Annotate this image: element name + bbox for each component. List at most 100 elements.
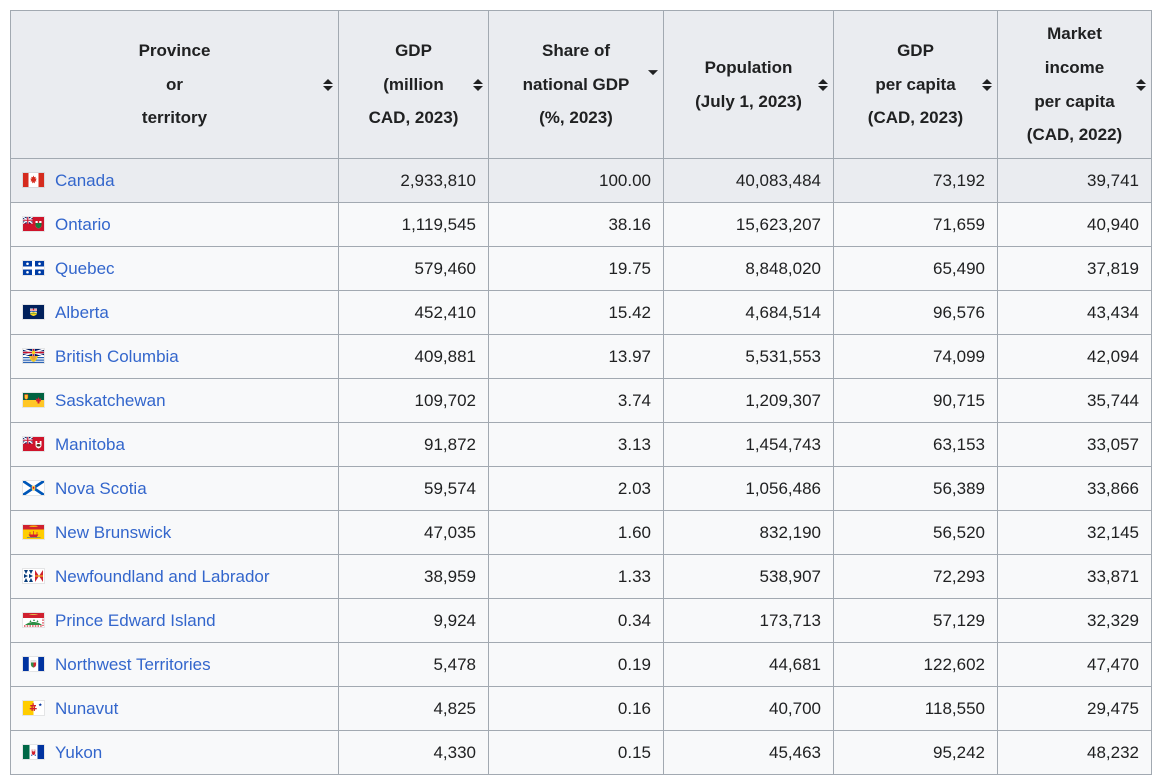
share-cell: 3.74 (488, 378, 664, 423)
table-row: Prince Edward Island 9,924 0.34 173,713 57,1… (10, 598, 1152, 643)
nova-scotia-flag (23, 480, 44, 495)
new-brunswick-flag (23, 524, 44, 539)
province-cell: New Brunswick (10, 510, 339, 555)
column-header-label-line: or (166, 74, 183, 94)
column-header-label-line: (CAD, 2022) (1026, 125, 1123, 145)
sort-both-icon (473, 78, 483, 91)
table-row: Yukon 4,330 0.15 45,463 95,242 48,232 (10, 730, 1152, 775)
province-cell: Northwest Territories (10, 642, 339, 687)
share-cell: 3.13 (488, 422, 664, 467)
market-income-cell: 47,470 (997, 642, 1152, 687)
ontario-flag (23, 216, 44, 231)
province-link[interactable]: Ontario (55, 214, 111, 234)
gdp-per-capita-cell: 122,602 (833, 642, 998, 687)
province-link[interactable]: Manitoba (55, 434, 125, 454)
gdp-cell: 5,478 (338, 642, 489, 687)
province-cell: Ontario (10, 202, 339, 247)
column-header-gdp_per_capita[interactable]: GDP per capita (CAD, 2023) (833, 10, 998, 159)
column-header-label-line: (%, 2023) (539, 108, 613, 128)
gdp-per-capita-cell: 71,659 (833, 202, 998, 247)
market-income-cell: 40,940 (997, 202, 1152, 247)
share-cell: 0.19 (488, 642, 664, 687)
gdp-per-capita-cell: 57,129 (833, 598, 998, 643)
gdp-cell: 4,330 (338, 730, 489, 775)
gdp-per-capita-cell: 95,242 (833, 730, 998, 775)
province-link[interactable]: Quebec (55, 258, 115, 278)
table-row: Canada 2,933,810 100.00 40,083,484 73,192 39,… (10, 158, 1152, 203)
market-income-cell: 35,744 (997, 378, 1152, 423)
market-income-cell: 37,819 (997, 246, 1152, 291)
province-link[interactable]: Newfoundland and Labrador (55, 566, 270, 586)
share-cell: 100.00 (488, 158, 664, 203)
gdp-per-capita-cell: 73,192 (833, 158, 998, 203)
gdp-cell: 38,959 (338, 554, 489, 599)
column-header-label-line: territory (141, 108, 208, 128)
province-cell: Canada (10, 158, 339, 203)
column-header-label-line: Market (1047, 24, 1102, 44)
province-cell: Quebec (10, 246, 339, 291)
market-income-cell: 42,094 (997, 334, 1152, 379)
table-header: Province or territory GDP (million CAD, 2023)… (10, 10, 1152, 159)
share-cell: 2.03 (488, 466, 664, 511)
population-cell: 1,056,486 (663, 466, 834, 511)
population-cell: 45,463 (663, 730, 834, 775)
province-link[interactable]: Yukon (55, 742, 103, 762)
quebec-flag (23, 260, 44, 275)
column-header-label-line: (CAD, 2023) (867, 108, 964, 128)
gdp-per-capita-cell: 72,293 (833, 554, 998, 599)
table-row: Alberta 452,410 15.42 4,684,514 96,576 43,434 (10, 290, 1152, 335)
share-cell: 0.16 (488, 686, 664, 731)
gdp-cell: 409,881 (338, 334, 489, 379)
province-cell: Saskatchewan (10, 378, 339, 423)
newfoundland-labrador-flag (23, 568, 44, 583)
canada-flag (23, 172, 44, 187)
province-link[interactable]: New Brunswick (55, 522, 172, 542)
population-cell: 15,623,207 (663, 202, 834, 247)
gdp-per-capita-cell: 90,715 (833, 378, 998, 423)
column-header-label-line: (July 1, 2023) (695, 91, 802, 111)
gdp-cell: 59,574 (338, 466, 489, 511)
province-link[interactable]: Nova Scotia (55, 478, 147, 498)
header-row: Province or territory GDP (million CAD, 2023)… (10, 10, 1152, 159)
share-cell: 13.97 (488, 334, 664, 379)
table-row: Nunavut 4,825 0.16 40,700 118,550 29,475 (10, 686, 1152, 731)
alberta-flag (23, 304, 44, 319)
share-cell: 38.16 (488, 202, 664, 247)
gdp-per-capita-cell: 74,099 (833, 334, 998, 379)
province-cell: Manitoba (10, 422, 339, 467)
gdp-per-capita-cell: 96,576 (833, 290, 998, 335)
province-link[interactable]: Northwest Territories (55, 654, 211, 674)
gdp-per-capita-cell: 56,389 (833, 466, 998, 511)
gdp-per-capita-cell: 65,490 (833, 246, 998, 291)
column-header-name[interactable]: Province or territory (10, 10, 339, 159)
population-cell: 40,700 (663, 686, 834, 731)
gdp-cell: 9,924 (338, 598, 489, 643)
market-income-cell: 39,741 (997, 158, 1152, 203)
population-cell: 832,190 (663, 510, 834, 555)
population-cell: 173,713 (663, 598, 834, 643)
column-header-share[interactable]: Share of national GDP (%, 2023) (488, 10, 664, 159)
province-link[interactable]: Canada (55, 170, 115, 190)
column-header-population[interactable]: Population (July 1, 2023) (663, 10, 834, 159)
column-header-market_income[interactable]: Market income per capita (CAD, 2022) (997, 10, 1152, 159)
province-link[interactable]: Alberta (55, 302, 109, 322)
table-row: Ontario 1,119,545 38.16 15,623,207 71,659 40,… (10, 202, 1152, 247)
sort-descending-icon (648, 68, 658, 102)
market-income-cell: 32,329 (997, 598, 1152, 643)
gdp-cell: 579,460 (338, 246, 489, 291)
province-link[interactable]: Nunavut (55, 698, 119, 718)
province-link[interactable]: Prince Edward Island (55, 610, 216, 630)
province-cell: Nunavut (10, 686, 339, 731)
province-link[interactable]: Saskatchewan (55, 390, 166, 410)
gdp-cell: 4,825 (338, 686, 489, 731)
population-cell: 4,684,514 (663, 290, 834, 335)
share-cell: 0.15 (488, 730, 664, 775)
gdp-cell: 109,702 (338, 378, 489, 423)
gdp-per-capita-cell: 118,550 (833, 686, 998, 731)
gdp-cell: 91,872 (338, 422, 489, 467)
column-header-gdp[interactable]: GDP (million CAD, 2023) (338, 10, 489, 159)
table-body: Canada 2,933,810 100.00 40,083,484 73,192 39,… (10, 158, 1152, 775)
market-income-cell: 32,145 (997, 510, 1152, 555)
province-link[interactable]: British Columbia (55, 346, 179, 366)
table-row: Saskatchewan 109,702 3.74 1,209,307 90,715 35… (10, 378, 1152, 423)
